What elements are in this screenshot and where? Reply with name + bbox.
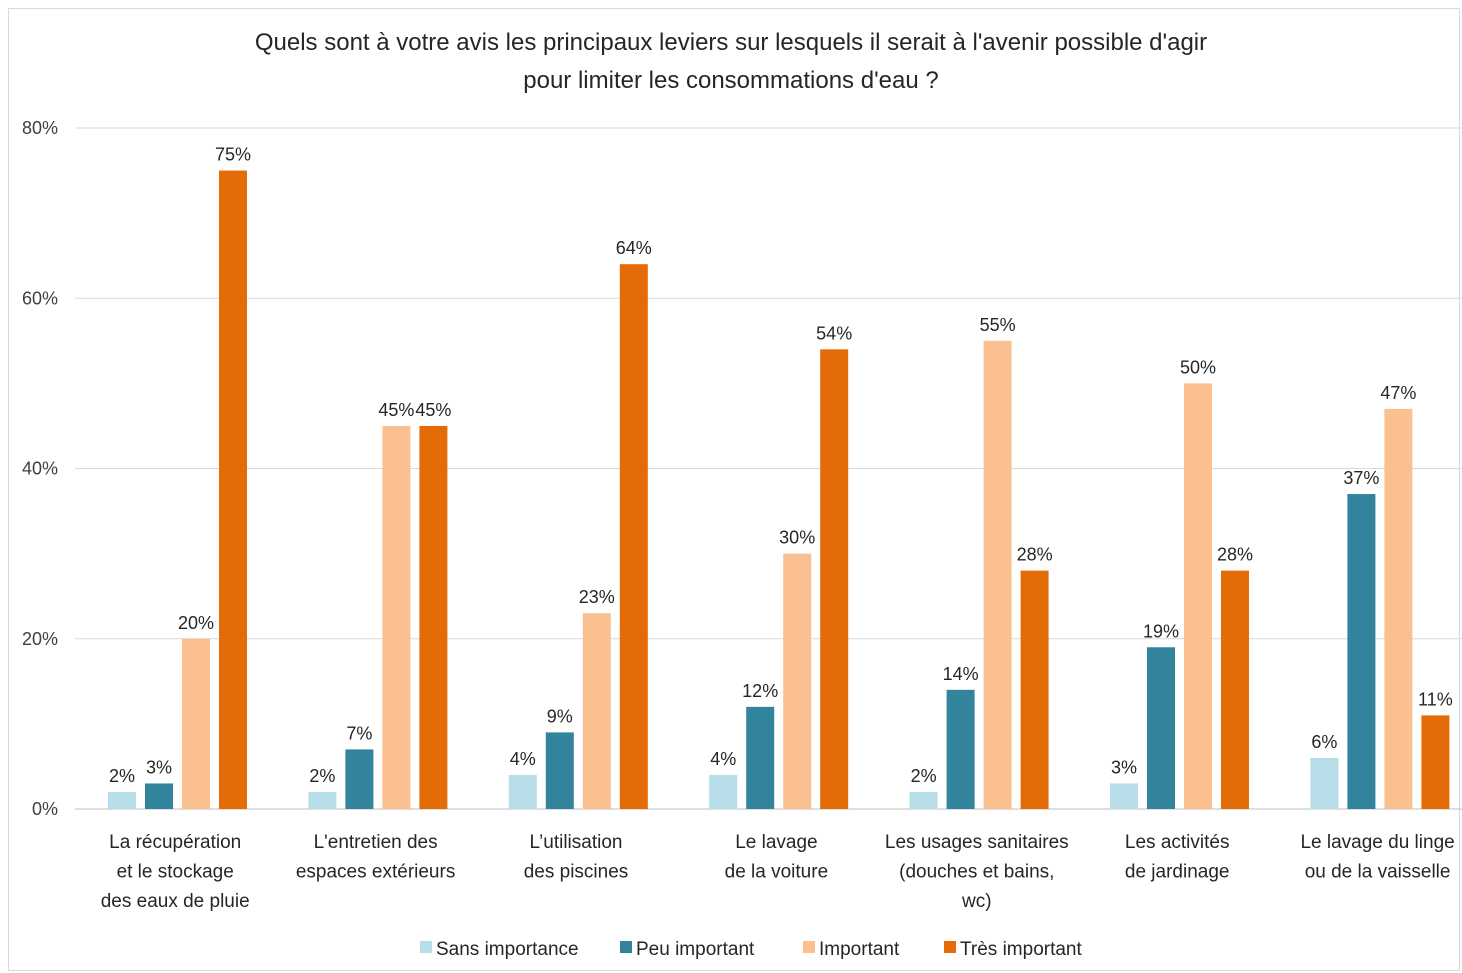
y-tick-label: 20% (22, 629, 58, 649)
legend-label: Très important (960, 939, 1082, 960)
chart-title: Quels sont à votre avis les principaux l… (254, 29, 1208, 94)
legend-label: Sans importance (436, 939, 579, 960)
bar (709, 774, 738, 809)
category-label: L’utilisation des piscines (524, 832, 629, 883)
data-label: 19% (1143, 621, 1179, 641)
bar (783, 553, 812, 809)
data-label: 45% (415, 400, 451, 420)
data-label: 23% (579, 587, 615, 607)
data-label: 28% (1017, 545, 1053, 565)
bar (946, 689, 975, 809)
bar (1110, 783, 1138, 809)
bar (108, 791, 136, 809)
legend-label: Important (819, 939, 900, 960)
bar (582, 613, 611, 809)
data-label: 6% (1311, 732, 1337, 752)
bar (382, 425, 411, 809)
category-label: Les usages sanitaires (douches et bains, w… (885, 832, 1069, 912)
category-label: L'entretien des espaces extérieurs (296, 832, 455, 883)
data-label: 9% (547, 706, 573, 726)
bar (619, 264, 648, 809)
data-label: 2% (309, 766, 335, 786)
bar (1221, 570, 1249, 809)
data-label: 45% (378, 400, 414, 420)
data-label: 55% (980, 315, 1016, 335)
data-label: 50% (1180, 357, 1216, 377)
y-tick-label: 80% (22, 118, 58, 138)
legend-swatch (620, 941, 632, 953)
bar (1147, 647, 1175, 809)
bar (1310, 757, 1339, 809)
data-label: 54% (816, 323, 852, 343)
legend-swatch (803, 941, 815, 953)
bar (1347, 494, 1376, 809)
bar (419, 425, 448, 809)
data-label: 37% (1343, 468, 1379, 488)
bar (909, 791, 938, 809)
bar (182, 638, 210, 809)
bar (345, 749, 374, 809)
bar (1020, 570, 1049, 809)
y-tick-label: 0% (32, 799, 58, 819)
data-label: 47% (1380, 383, 1416, 403)
bar (1421, 715, 1450, 809)
data-label: 20% (178, 613, 214, 633)
data-label: 7% (346, 723, 372, 743)
y-tick-label: 60% (22, 288, 58, 308)
bar (219, 170, 247, 809)
bar (308, 791, 337, 809)
data-label: 12% (742, 681, 778, 701)
legend-label: Peu important (636, 939, 755, 960)
data-label: 64% (616, 238, 652, 258)
bar (746, 706, 775, 809)
bar (145, 783, 173, 809)
bar (1384, 408, 1413, 809)
data-label: 4% (510, 749, 536, 769)
data-label: 11% (1418, 689, 1453, 709)
data-label: 14% (943, 664, 979, 684)
category-label: Le lavage de la voiture (725, 832, 829, 883)
bar (508, 774, 537, 809)
bar (983, 340, 1012, 809)
data-label: 75% (215, 145, 251, 165)
category-label: Les activités de jardinage (1125, 832, 1230, 883)
data-label: 2% (109, 766, 135, 786)
y-tick-label: 40% (22, 459, 58, 479)
chart-frame (8, 8, 1460, 971)
bar (820, 349, 849, 809)
data-label: 2% (911, 766, 937, 786)
data-label: 28% (1217, 545, 1253, 565)
data-label: 4% (710, 749, 736, 769)
legend-swatch (944, 941, 956, 953)
legend-swatch (420, 941, 432, 953)
data-label: 30% (779, 528, 815, 548)
data-label: 3% (146, 757, 172, 777)
category-label: Le lavage du linge ou de la vaisselle (1300, 832, 1454, 883)
category-label: La récupération et le stockage des eaux de… (101, 832, 250, 912)
bar (545, 732, 574, 809)
bar (1184, 383, 1212, 809)
data-label: 3% (1111, 757, 1137, 777)
